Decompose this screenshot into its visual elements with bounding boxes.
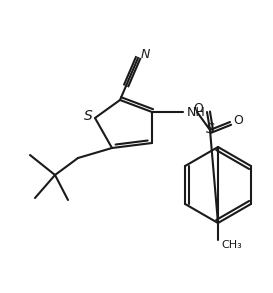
Text: N: N bbox=[141, 47, 150, 60]
Text: S: S bbox=[84, 109, 92, 123]
Text: O: O bbox=[193, 101, 203, 115]
Text: CH₃: CH₃ bbox=[221, 240, 242, 250]
Text: S: S bbox=[206, 122, 214, 136]
Text: O: O bbox=[233, 113, 243, 127]
Text: NH: NH bbox=[187, 105, 206, 118]
